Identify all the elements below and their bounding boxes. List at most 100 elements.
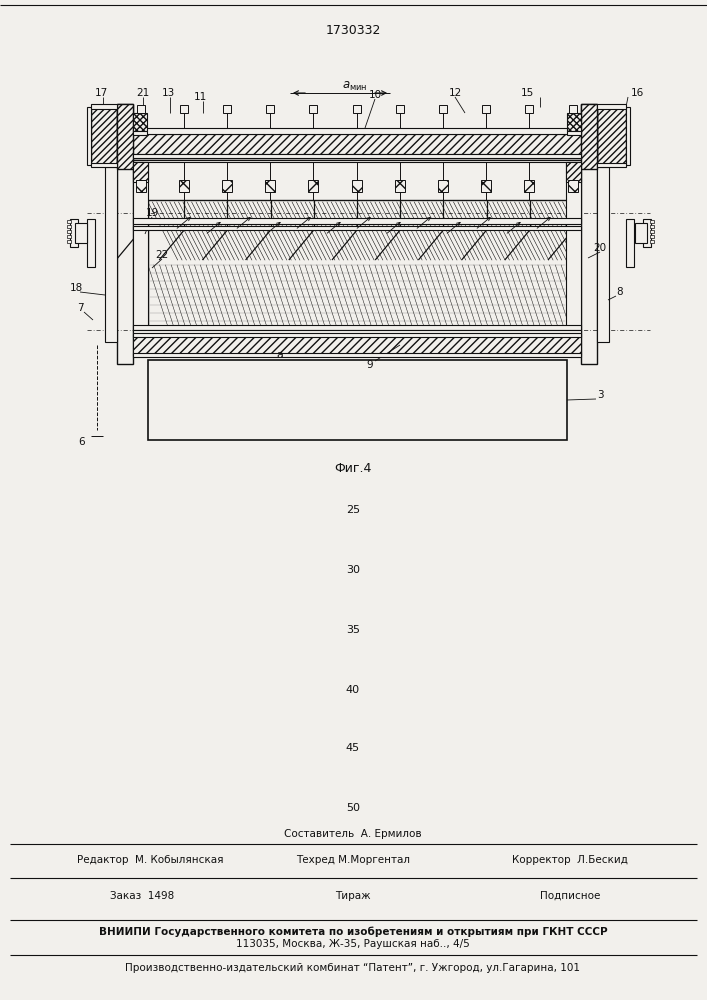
Bar: [133, 134, 581, 154]
Bar: [569, 105, 577, 113]
Bar: [635, 223, 647, 243]
Bar: [91, 107, 117, 165]
Bar: [148, 200, 567, 335]
Bar: [309, 105, 317, 113]
Text: ВНИИПИ Государственного комитета по изобретениям и открытиям при ГКНТ СССР: ВНИИПИ Государственного комитета по изоб…: [99, 927, 607, 937]
Text: Заказ  1498: Заказ 1498: [110, 891, 174, 901]
Bar: [567, 131, 581, 135]
Bar: [67, 230, 71, 233]
Text: 22: 22: [156, 250, 169, 260]
Bar: [581, 104, 597, 364]
Bar: [87, 107, 91, 165]
Bar: [439, 105, 447, 113]
Bar: [266, 105, 274, 113]
Text: 7: 7: [76, 303, 83, 313]
Bar: [67, 235, 71, 238]
Bar: [395, 180, 405, 192]
Text: 50: 50: [346, 803, 360, 813]
Text: 9: 9: [367, 360, 373, 370]
Bar: [643, 219, 651, 247]
Bar: [137, 105, 145, 113]
Text: 19: 19: [146, 208, 158, 218]
Text: Производственно-издательский комбинат “Патент”, г. Ужгород, ул.Гагарина, 101: Производственно-издательский комбинат “П…: [126, 963, 580, 973]
Bar: [566, 162, 581, 182]
Text: 17: 17: [94, 88, 107, 98]
Bar: [525, 105, 533, 113]
Text: 20: 20: [593, 243, 607, 253]
Bar: [567, 113, 581, 131]
Bar: [481, 180, 491, 192]
Text: $a_{\mathregular{мин}}$: $a_{\mathregular{мин}}$: [342, 79, 368, 93]
Text: 25: 25: [346, 505, 360, 515]
Text: 15: 15: [520, 88, 534, 98]
Bar: [133, 335, 581, 355]
Bar: [650, 230, 654, 233]
Bar: [597, 104, 626, 109]
Text: Подписное: Подписное: [540, 891, 600, 901]
Bar: [650, 220, 654, 223]
Bar: [597, 167, 609, 342]
Text: 30: 30: [346, 565, 360, 575]
Bar: [87, 219, 95, 267]
Bar: [650, 225, 654, 228]
Text: 45: 45: [346, 743, 360, 753]
Text: 40: 40: [346, 685, 360, 695]
Bar: [67, 225, 71, 228]
Bar: [117, 104, 133, 169]
Bar: [352, 180, 362, 192]
Bar: [133, 325, 581, 330]
Text: 18: 18: [69, 283, 83, 293]
Bar: [117, 104, 133, 364]
Text: a: a: [276, 350, 284, 360]
Bar: [91, 163, 117, 167]
Text: Тираж: Тираж: [335, 891, 370, 901]
Text: 8: 8: [617, 287, 624, 297]
Text: 1730332: 1730332: [325, 23, 380, 36]
Bar: [626, 219, 634, 267]
Bar: [136, 180, 146, 192]
Bar: [105, 167, 117, 342]
Bar: [597, 163, 626, 167]
Bar: [133, 128, 581, 134]
Text: Техред М.Моргентал: Техред М.Моргентал: [296, 855, 410, 865]
Bar: [67, 220, 71, 223]
Bar: [396, 105, 404, 113]
Bar: [524, 180, 534, 192]
Bar: [133, 154, 581, 158]
Bar: [133, 158, 581, 162]
Bar: [438, 180, 448, 192]
Bar: [91, 104, 117, 109]
Bar: [148, 200, 567, 335]
Bar: [222, 180, 232, 192]
Bar: [179, 180, 189, 192]
Text: Составитель  А. Ермилов: Составитель А. Ермилов: [284, 829, 422, 839]
Bar: [133, 131, 147, 135]
Bar: [133, 330, 581, 335]
Text: 10: 10: [368, 90, 382, 100]
Bar: [568, 180, 578, 192]
Bar: [626, 107, 630, 165]
Text: Фиг.4: Фиг.4: [334, 462, 372, 475]
Bar: [650, 240, 654, 243]
Bar: [148, 360, 567, 440]
Text: 21: 21: [136, 88, 150, 98]
Bar: [597, 107, 626, 165]
Bar: [353, 105, 361, 113]
Bar: [581, 104, 597, 169]
Bar: [650, 235, 654, 238]
Bar: [67, 240, 71, 243]
Bar: [566, 162, 581, 332]
Bar: [180, 105, 188, 113]
Bar: [133, 162, 148, 332]
Bar: [133, 162, 148, 182]
Bar: [133, 218, 581, 224]
Bar: [223, 105, 231, 113]
Text: 113035, Москва, Ж-35, Раушская наб.., 4/5: 113035, Москва, Ж-35, Раушская наб.., 4/…: [236, 939, 470, 949]
Bar: [133, 113, 147, 131]
Bar: [70, 219, 78, 247]
Text: 3: 3: [597, 390, 603, 400]
Text: Редактор  М. Кобылянская: Редактор М. Кобылянская: [77, 855, 223, 865]
Text: Корректор  Л.Бескид: Корректор Л.Бескид: [512, 855, 628, 865]
Bar: [133, 226, 581, 230]
Bar: [265, 180, 275, 192]
